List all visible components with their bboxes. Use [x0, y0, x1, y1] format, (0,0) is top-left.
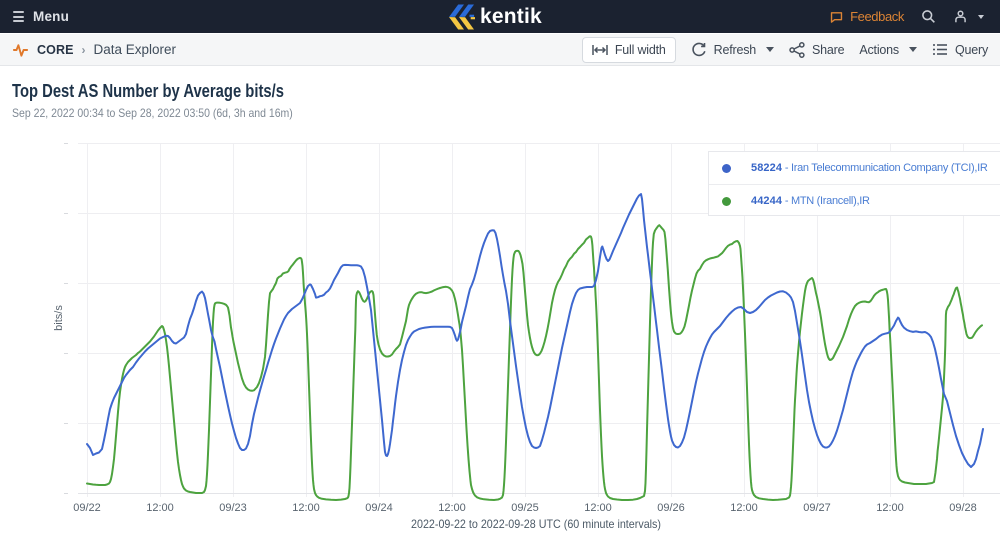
svg-text:09/27: 09/27 — [803, 502, 831, 514]
svg-text:12:00: 12:00 — [438, 502, 466, 514]
svg-text:12:00: 12:00 — [730, 502, 758, 514]
svg-text:09/23: 09/23 — [219, 502, 247, 514]
svg-text:12:00: 12:00 — [292, 502, 320, 514]
svg-text:12:00: 12:00 — [584, 502, 612, 514]
svg-text:09/26: 09/26 — [657, 502, 685, 514]
svg-text:09/28: 09/28 — [949, 502, 977, 514]
svg-text:09/25: 09/25 — [511, 502, 539, 514]
svg-text:09/22: 09/22 — [73, 502, 101, 514]
svg-text:12:00: 12:00 — [146, 502, 174, 514]
svg-text:2022-09-22 to 2022-09-28 UTC (: 2022-09-22 to 2022-09-28 UTC (60 minute … — [411, 517, 661, 531]
svg-text:bits/s: bits/s — [53, 305, 65, 331]
svg-text:12:00: 12:00 — [876, 502, 904, 514]
svg-text:09/24: 09/24 — [365, 502, 393, 514]
